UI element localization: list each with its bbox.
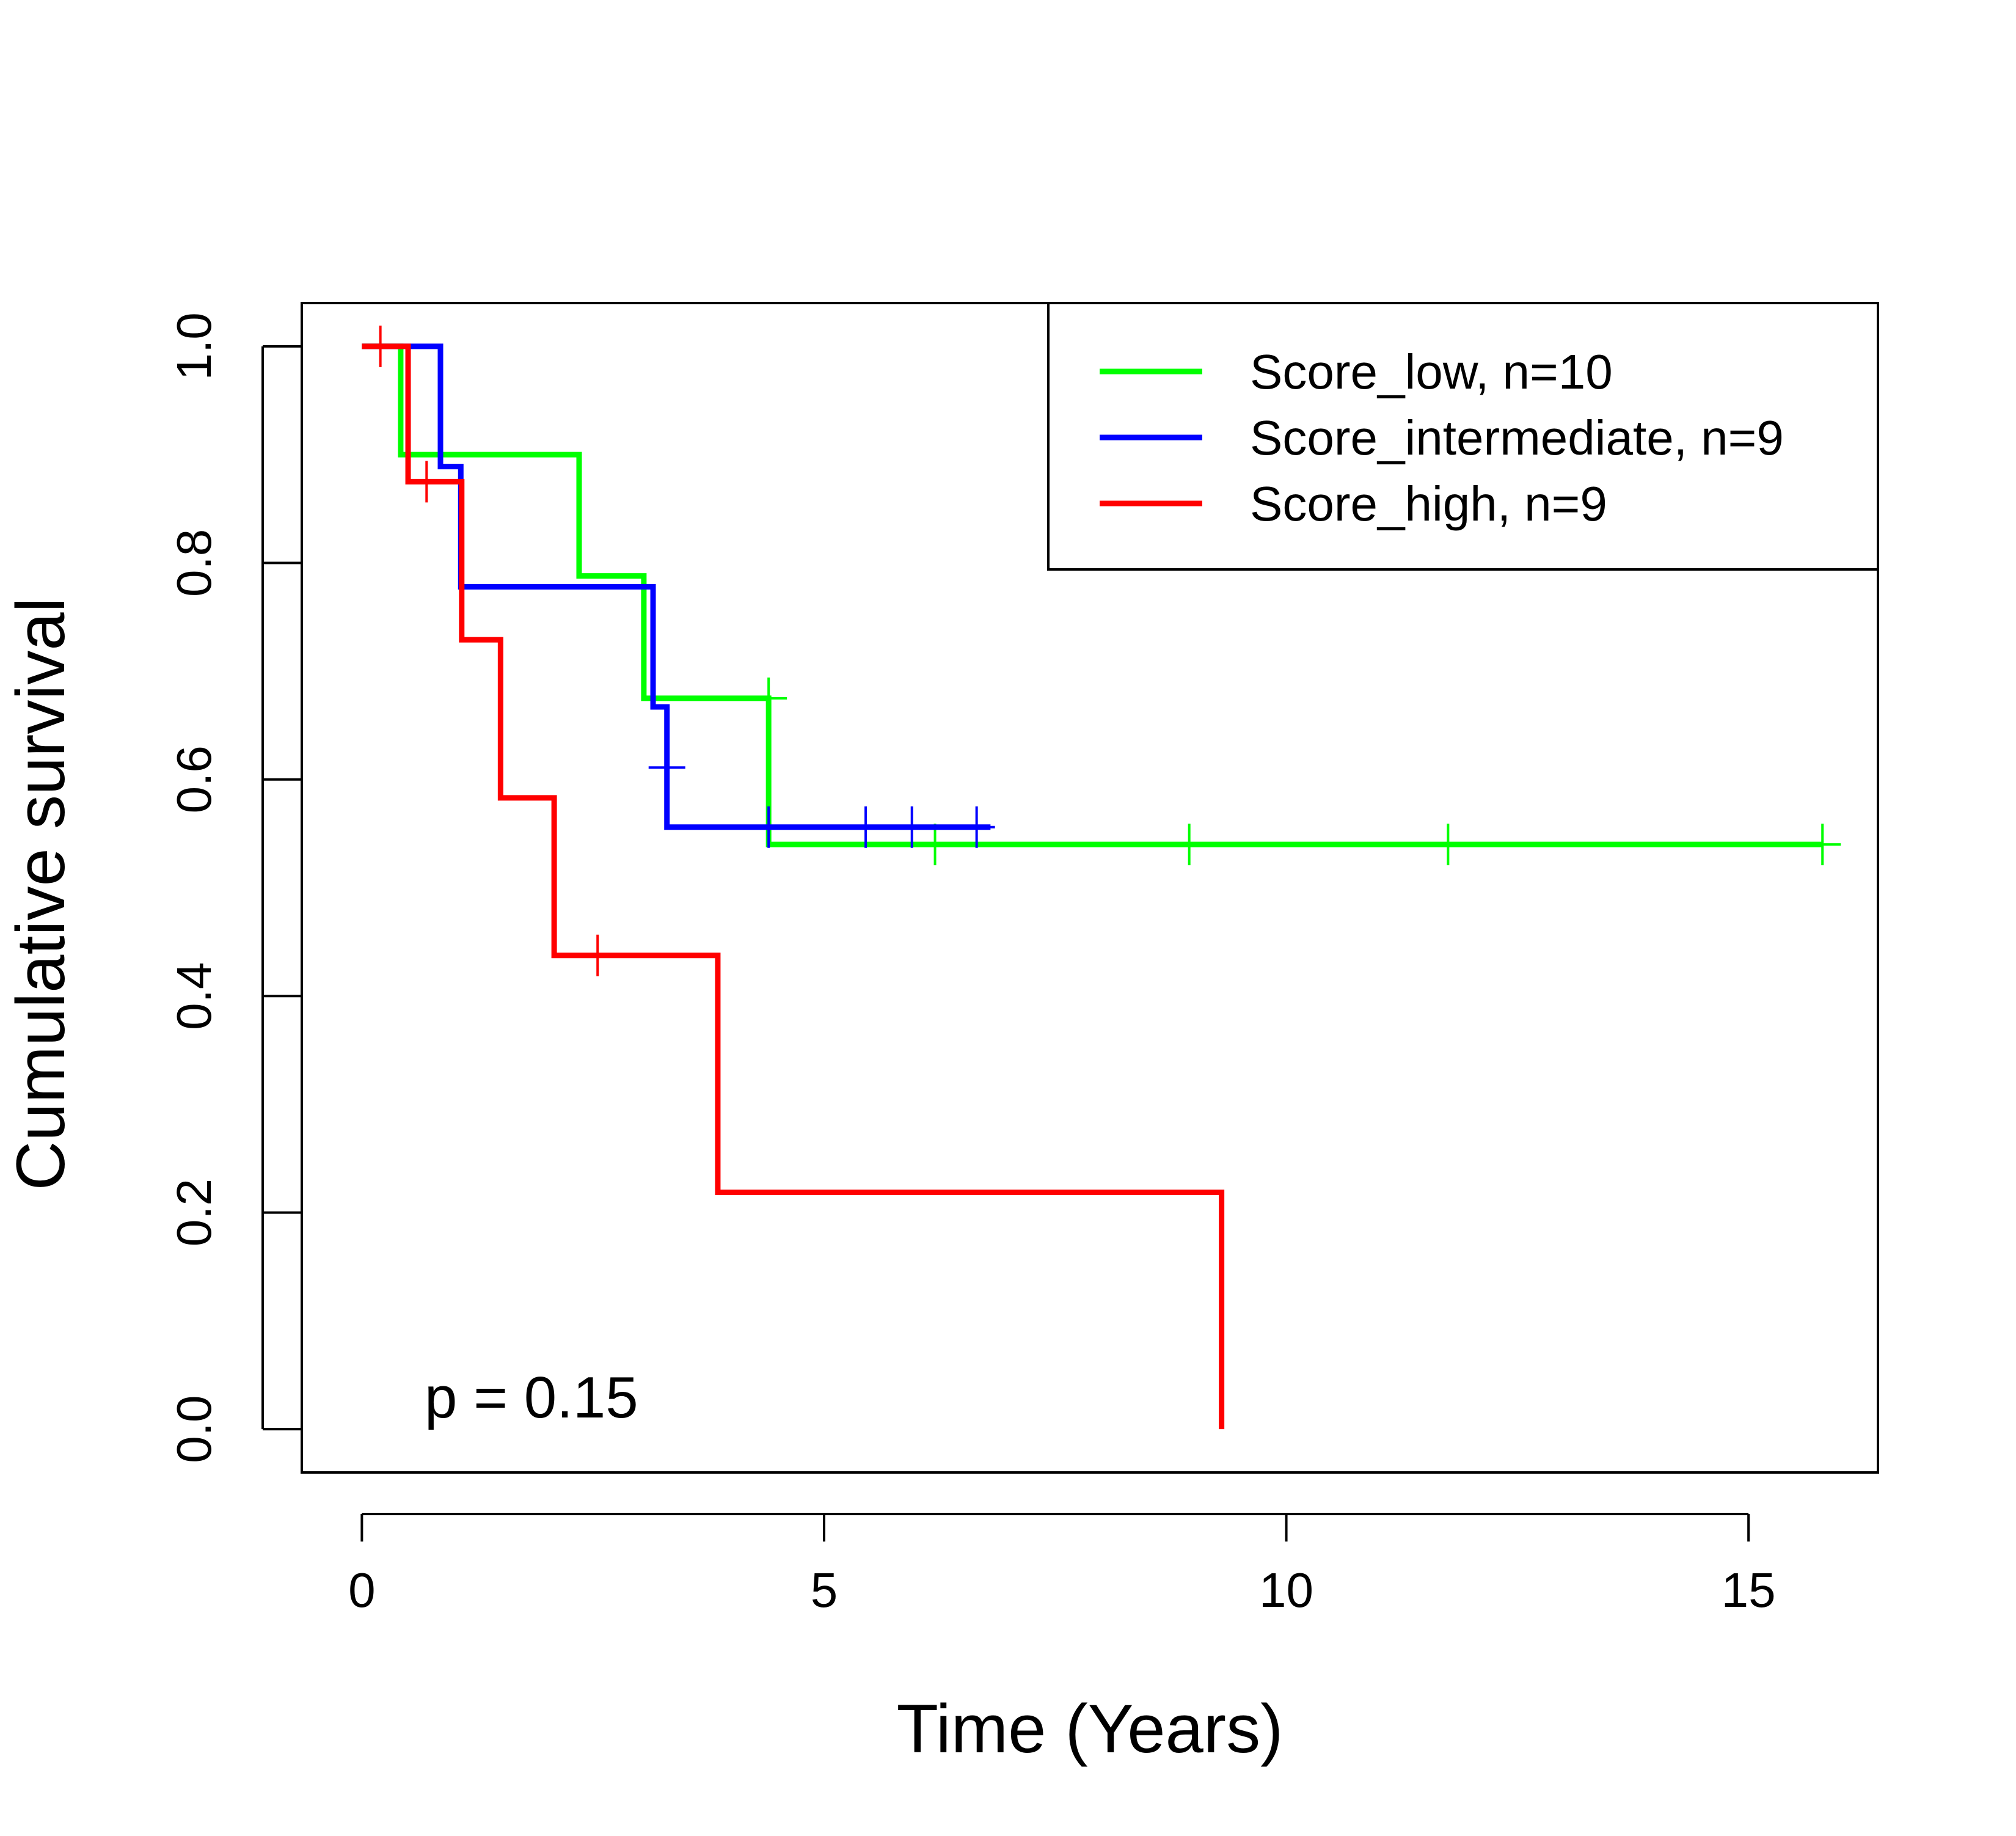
- y-tick-label: 0.0: [167, 1395, 221, 1463]
- y-tick-label: 1.0: [167, 312, 221, 380]
- x-axis-title: Time (Years): [897, 1691, 1284, 1767]
- x-tick-label: 15: [1722, 1563, 1776, 1617]
- y-tick-label: 0.6: [167, 745, 221, 813]
- x-tick-label: 10: [1259, 1563, 1313, 1617]
- y-axis-title: Cumulative survival: [2, 598, 79, 1191]
- y-tick-label: 0.4: [167, 962, 221, 1030]
- y-tick-label: 0.2: [167, 1179, 221, 1246]
- legend-label: Score_low, n=10: [1250, 345, 1613, 399]
- x-tick-label: 5: [811, 1563, 838, 1617]
- x-tick-label: 0: [348, 1563, 376, 1617]
- y-tick-label: 0.8: [167, 529, 221, 597]
- legend-label: Score_high, n=9: [1250, 477, 1607, 531]
- legend: Score_low, n=10 Score_intermediate, n=9 Sc…: [1047, 302, 1879, 571]
- survival-curve-0: [362, 343, 1823, 847]
- series-layer: [362, 325, 1841, 1430]
- legend-label: Score_intermediate, n=9: [1250, 411, 1784, 465]
- p-value-annotation: p = 0.15: [425, 1365, 638, 1430]
- axes-layer: 0 5 10 15 0.0 0.2 0.4 0.6 0.8 1.0: [167, 312, 1776, 1617]
- survival-curve-2: [362, 343, 1225, 1430]
